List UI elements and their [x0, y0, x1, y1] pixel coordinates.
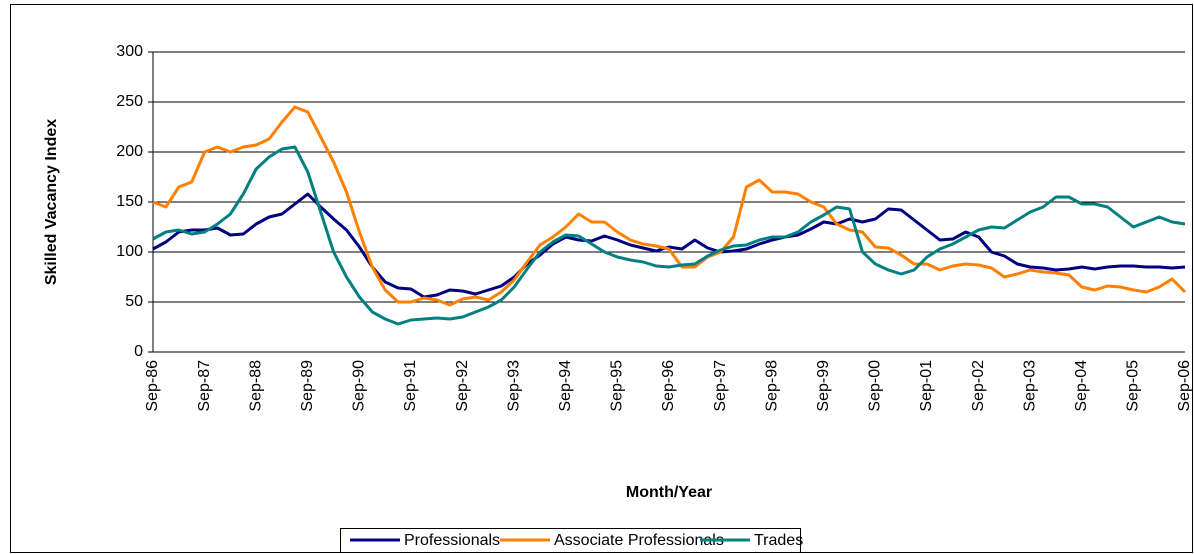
chart-border — [10, 4, 1193, 553]
x-tick-label: Sep-87 — [196, 360, 213, 412]
series-line — [152, 192, 1186, 299]
series-line — [152, 145, 1186, 326]
x-tick-label: Sep-03 — [1021, 360, 1038, 412]
x-tick-label: Sep-00 — [867, 360, 884, 412]
x-tick-label: Sep-95 — [609, 360, 626, 412]
x-tick-label: Sep-90 — [351, 360, 368, 412]
x-tick-label: Sep-94 — [557, 360, 574, 412]
y-tick-label: 0 — [134, 343, 143, 360]
y-tick-label: 50 — [125, 293, 143, 310]
x-tick-label: Sep-98 — [763, 360, 780, 412]
x-tick-label: Sep-01 — [918, 360, 935, 412]
x-tick-label: Sep-91 — [402, 360, 419, 412]
x-tick-label: Sep-04 — [1073, 360, 1090, 412]
legend-label: Professionals — [404, 532, 500, 549]
x-tick-label: Sep-96 — [660, 360, 677, 412]
x-tick-label: Sep-99 — [815, 360, 832, 412]
y-tick-label: 200 — [116, 143, 143, 160]
y-tick-label: 150 — [116, 193, 143, 210]
x-tick-label: Sep-02 — [970, 360, 987, 412]
x-tick-label: Sep-92 — [454, 360, 471, 412]
y-tick-label: 100 — [116, 243, 143, 260]
x-tick-label: Sep-06 — [1176, 360, 1193, 412]
x-axis-label: Month/Year — [626, 484, 712, 501]
legend-label: Associate Professionals — [554, 532, 724, 549]
legend-label: Trades — [754, 532, 803, 549]
y-tick-label: 300 — [116, 43, 143, 60]
x-tick-label: Sep-05 — [1125, 360, 1142, 412]
y-tick-label: 250 — [116, 93, 143, 110]
x-tick-label: Sep-97 — [712, 360, 729, 412]
y-axis-label: Skilled Vacancy Index — [43, 119, 60, 285]
x-tick-label: Sep-89 — [299, 360, 316, 412]
series-line — [152, 105, 1187, 307]
x-tick-label: Sep-88 — [247, 360, 264, 412]
x-tick-label: Sep-93 — [505, 360, 522, 412]
x-tick-label: Sep-86 — [144, 360, 161, 412]
